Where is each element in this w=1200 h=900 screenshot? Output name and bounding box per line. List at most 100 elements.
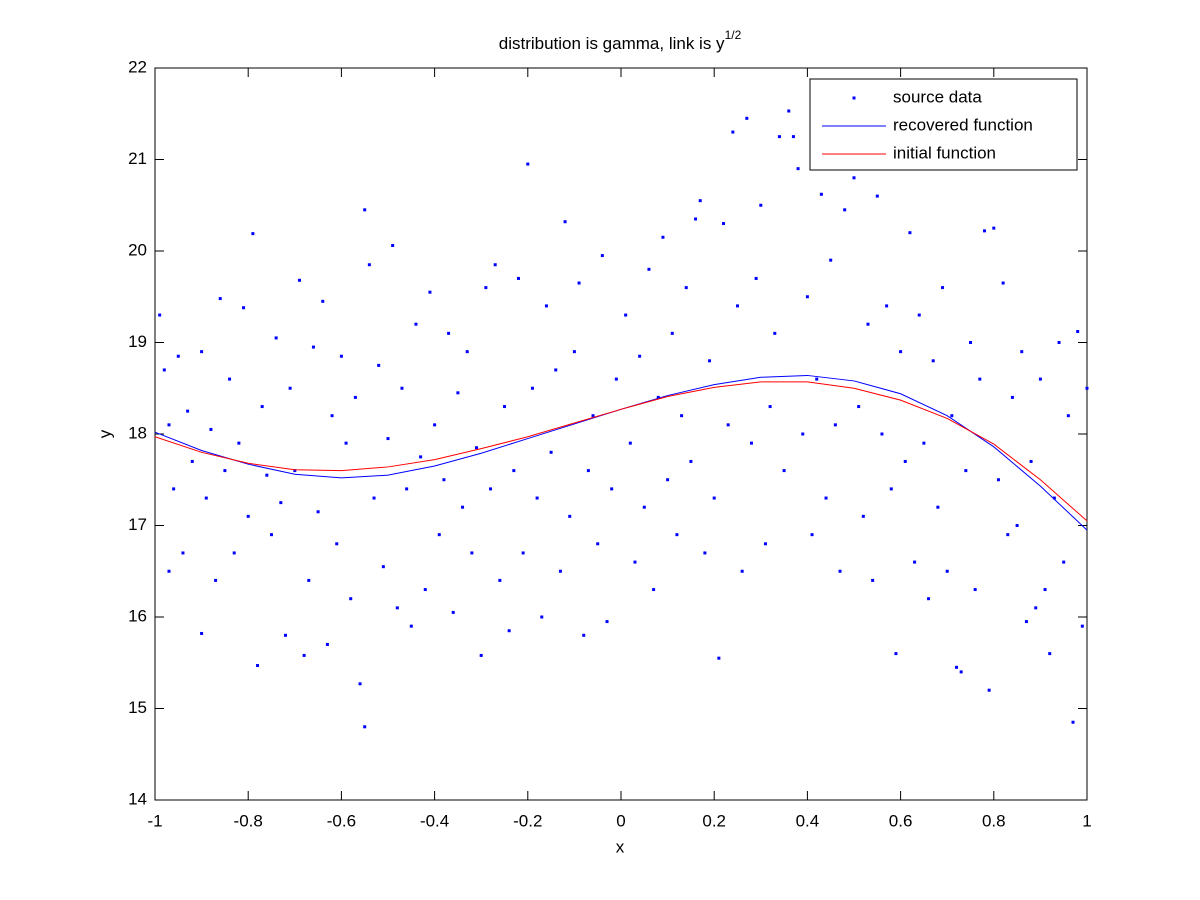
data-point [176,354,180,358]
data-point [265,473,269,477]
data-point [843,208,847,212]
data-point [903,459,907,463]
data-point [978,377,982,381]
data-point [712,496,716,500]
data-point [628,441,632,445]
data-point [223,469,227,473]
data-point [871,578,875,582]
data-point [363,725,367,729]
data-point [708,359,712,363]
y-tick-label: 14 [128,789,147,808]
data-point [498,578,502,582]
data-point [544,304,548,308]
data-point [214,578,218,582]
data-point [1066,414,1070,418]
data-point [759,203,763,207]
y-tick-label: 15 [128,698,147,717]
data-point [297,278,301,282]
data-point [484,286,488,290]
data-point [1001,281,1005,285]
data-point [675,533,679,537]
x-tick-label: 0.4 [796,811,820,830]
data-point [461,505,465,509]
data-point [437,533,441,537]
data-point [465,350,469,354]
data-point [875,194,879,198]
data-point [288,386,292,390]
data-point [339,354,343,358]
data-point [181,551,185,555]
data-point [572,350,576,354]
data-point [1020,350,1024,354]
data-point [1006,533,1010,537]
x-tick-label: 0.2 [702,811,726,830]
data-point [1038,377,1042,381]
data-point [1010,395,1014,399]
data-point [549,450,553,454]
data-point [749,441,753,445]
data-point [363,208,367,212]
data-point [367,263,371,267]
data-point [349,597,353,601]
data-point [773,331,777,335]
data-point [242,306,246,310]
data-point [442,478,446,482]
data-point [899,350,903,354]
data-point [516,276,520,280]
data-point [829,258,833,262]
data-point [167,423,171,427]
data-point [423,588,427,592]
data-point [512,469,516,473]
legend-marker [852,96,856,100]
data-point [279,501,283,505]
data-point [642,505,646,509]
data-point [377,363,381,367]
y-axis-label: y [95,429,114,438]
data-point [493,263,497,267]
data-point [283,633,287,637]
data-point [311,345,315,349]
data-point [1057,341,1061,344]
data-point [335,542,339,546]
data-point [307,578,311,582]
x-tick-label: -0.4 [420,811,449,830]
data-point [777,135,781,139]
data-point [959,670,963,674]
data-point [754,276,758,280]
data-point [405,487,409,491]
data-point [251,232,255,236]
data-point [1034,606,1038,610]
data-point [964,469,968,473]
data-point [717,656,721,660]
data-point [358,682,362,686]
data-point [577,281,581,285]
data-point [503,405,506,409]
data-point [563,220,567,224]
data-point [414,322,418,326]
line [154,381,1088,522]
data-point [740,569,744,573]
data-point [344,441,348,445]
data-point [1015,524,1019,527]
data-point [722,222,726,226]
data-point [321,299,325,303]
data-point [880,432,884,436]
data-point [731,130,735,134]
data-point [796,167,800,171]
x-tick-label: 0.8 [982,811,1006,830]
data-point [992,226,996,230]
data-point [908,231,912,235]
data-point [535,496,539,500]
title-text: distribution is gamma, link is y [499,34,725,53]
data-point [666,478,670,482]
data-point [237,441,241,445]
y-tick-label: 20 [128,240,147,259]
x-tick-label: -1 [147,811,162,830]
data-point [857,405,861,409]
data-point [736,304,739,308]
data-point [530,386,534,390]
data-point [838,569,842,573]
data-point [931,359,935,363]
data-point [647,267,651,271]
legend-box [809,78,1078,171]
